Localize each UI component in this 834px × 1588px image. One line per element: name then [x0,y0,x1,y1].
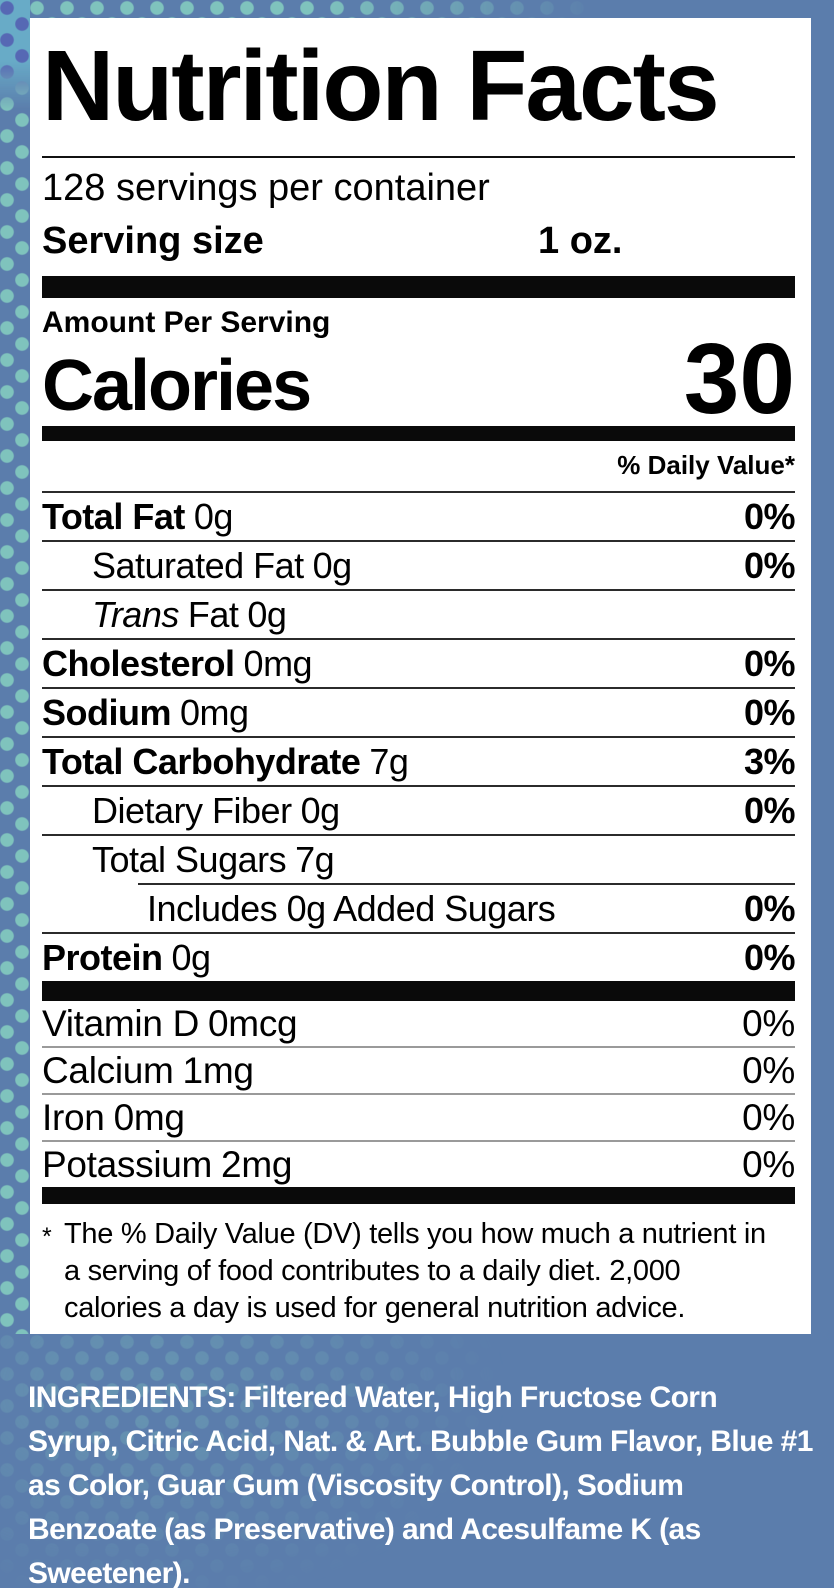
nutrient-row-saturated-fat: Saturated Fat 0g 0% [42,542,796,589]
nutrient-dv: 0% [743,790,796,831]
nutrient-amount: 0g [247,594,287,635]
nutrient-name: Saturated Fat [92,545,304,586]
nutrient-dv: 0% [742,1097,795,1138]
nutrient-amount: 0g [300,790,341,831]
nutrient-name: Total Fat [42,496,185,537]
footnote-text: The % Daily Value (DV) tells you how muc… [64,1218,766,1324]
divider-light [42,1093,795,1095]
divider [42,736,795,738]
nutrient-name: Calcium [42,1050,174,1091]
dot-pattern-top [0,0,834,18]
nutrient-name: Fat [187,594,239,635]
divider-thin [42,156,795,158]
nutrient-name: Includes 0g Added Sugars [147,888,556,929]
serving-size-row: Serving size 1 oz. [42,218,795,264]
nutrient-dv: 0% [742,1003,795,1044]
nutrient-dv: 0% [743,496,796,537]
divider-light [42,1046,795,1048]
nutrient-amount: 0g [193,496,234,537]
nutrient-row-sodium: Sodium 0mg 0% [42,689,796,736]
nutrient-row-cholesterol: Cholesterol 0mg 0% [42,640,796,687]
divider-thick [42,981,795,1001]
nutrient-row-total-carbohydrate: Total Carbohydrate 7g 3% [42,738,796,785]
nutrient-name: Total Carbohydrate [42,741,361,782]
daily-value-footnote: * The % Daily Value (DV) tells you how m… [42,1216,795,1327]
nutrient-row-added-sugars: Includes 0g Added Sugars 0% [42,885,796,932]
nutrient-name: Cholesterol [42,643,235,684]
nutrient-amount: 2mg [221,1144,293,1185]
nutrient-name: Potassium [42,1144,213,1185]
calories-row: Calories 30 [42,323,795,435]
nutrient-dv: 0% [742,1144,795,1185]
nutrient-dv: 0% [743,643,796,684]
nutrient-amount: 7g [369,741,409,782]
divider [42,687,795,689]
nutrient-amount: 0g [312,545,353,586]
panel-title: Nutrition Facts [42,30,720,142]
amount-per-serving-label: Amount Per Serving [42,306,331,339]
nutrient-name-italic: Trans [92,594,179,635]
nutrient-row-dietary-fiber: Dietary Fiber 0g 0% [42,787,796,834]
nutrition-facts-panel: Nutrition Facts 128 servings per contain… [30,18,811,1334]
nutrient-amount: 1mg [182,1050,254,1091]
nutrient-dv: 0% [743,888,796,929]
calories-value: 30 [683,323,795,435]
nutrient-row-total-fat: Total Fat 0g 0% [42,493,796,540]
ingredients-text: INGREDIENTS: Filtered Water, High Fructo… [28,1381,813,1588]
divider [42,932,795,934]
nutrient-name: Sodium [42,692,172,733]
divider-thick [42,276,795,298]
micronutrient-row-vitamin-d: Vitamin D 0mcg 0% [42,1001,795,1046]
nutrient-amount: 0mg [113,1097,185,1138]
calories-label: Calories [42,345,312,426]
dot-pattern-top-left [0,0,30,110]
nutrient-amount: 0mg [243,643,313,684]
nutrient-dv: 0% [743,937,796,978]
daily-value-header: % Daily Value* [42,441,795,493]
nutrient-amount: 7g [295,839,335,880]
micronutrient-row-iron: Iron 0mg 0% [42,1095,795,1140]
divider-indented [138,883,795,885]
serving-size-value: 1 oz. [538,220,623,262]
nutrient-name: Vitamin D [42,1003,200,1044]
divider [42,785,795,787]
nutrient-name: Total Sugars [92,839,287,880]
nutrient-dv: 0% [743,545,796,586]
nutrient-amount: 0g [171,937,212,978]
dot-pattern-bottom [0,1334,834,1588]
nutrient-dv: 3% [743,741,796,782]
dot-pattern-left [0,0,30,1334]
nutrient-row-trans-fat: Trans Fat 0g [42,591,795,638]
divider-light [42,1140,795,1142]
servings-per-container: 128 servings per container [42,167,490,209]
divider [42,638,795,640]
serving-size-label: Serving size [42,220,264,262]
divider-thick [42,426,795,441]
nutrient-amount: 0mcg [208,1003,298,1044]
footnote-asterisk: * [42,1223,52,1251]
divider [42,834,795,836]
micronutrient-row-calcium: Calcium 1mg 0% [42,1048,795,1093]
nutrient-row-total-sugars: Total Sugars 7g [42,836,795,883]
nutrient-dv: 0% [742,1050,795,1091]
nutrient-name: Iron [42,1097,105,1138]
nutrient-name: Dietary Fiber [92,790,292,831]
nutrient-amount: 0mg [180,692,249,733]
nutrient-row-protein: Protein 0g 0% [42,934,796,981]
nutrient-name: Protein [42,937,163,978]
divider-thick [42,1187,795,1204]
divider [42,540,795,542]
nutrient-dv: 0% [743,692,796,733]
micronutrient-row-potassium: Potassium 2mg 0% [42,1142,795,1187]
divider [42,589,795,591]
